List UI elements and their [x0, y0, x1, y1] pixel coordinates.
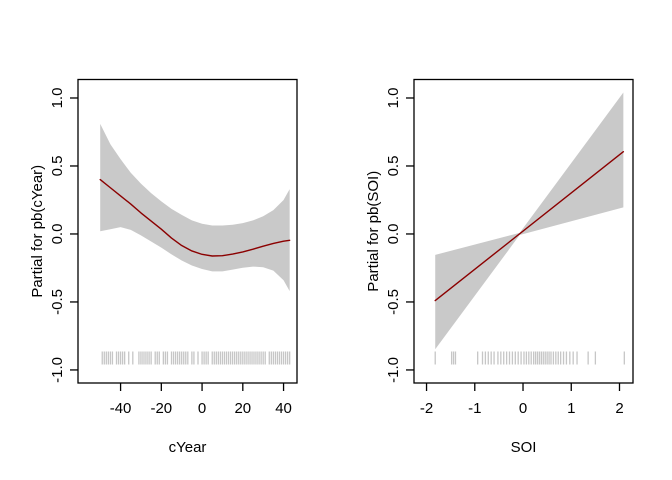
- y-tick-label: 1.0: [49, 88, 66, 109]
- y-axis-label: Partial for pb(SOI): [365, 171, 382, 292]
- x-tick-label: 1: [567, 400, 575, 417]
- y-tick-label: 0.0: [385, 224, 402, 245]
- x-tick-label: 0: [198, 400, 206, 417]
- rug-ticks: [434, 351, 625, 365]
- rug-ticks: [101, 351, 291, 365]
- y-tick-label: -1.0: [385, 357, 402, 383]
- x-axis: -2 -1 0 1 2: [420, 383, 624, 417]
- x-axis-label: SOI: [511, 439, 537, 456]
- x-tick-label: -2: [420, 400, 433, 417]
- panel-partial-soi: -2 -1 0 1 2 -1.0 -0.5 0.0 0.5 1.0 SOI Partial for p…: [365, 78, 634, 456]
- x-tick-label: 0: [519, 400, 527, 417]
- x-tick-label: -20: [150, 400, 172, 417]
- fit-line: [99, 178, 291, 257]
- y-axis: -1.0 -0.5 0.0 0.5 1.0: [49, 88, 78, 383]
- x-tick-label: -40: [110, 400, 132, 417]
- x-axis: -40 -20 0 20 40: [110, 383, 292, 417]
- x-tick-label: 20: [234, 400, 251, 417]
- y-tick-label: 1.0: [385, 88, 402, 109]
- y-tick-label: 0.5: [385, 156, 402, 177]
- y-axis-label: Partial for pb(cYear): [29, 165, 46, 298]
- y-tick-label: -0.5: [49, 289, 66, 315]
- x-tick-label: 40: [275, 400, 292, 417]
- confidence-band: [435, 92, 624, 350]
- x-axis-label: cYear: [169, 439, 207, 456]
- y-axis: -1.0 -0.5 0.0 0.5 1.0: [385, 88, 414, 383]
- confidence-band: [100, 123, 290, 292]
- plot-box: [77, 78, 298, 384]
- panel-partial-cyear: -40 -20 0 20 40 -1.0 -0.5 0.0 0.5 1.0 cYear Partial…: [29, 78, 298, 456]
- y-tick-label: 0.0: [49, 224, 66, 245]
- y-tick-label: 0.5: [49, 156, 66, 177]
- y-tick-label: -0.5: [385, 289, 402, 315]
- y-tick-label: -1.0: [49, 357, 66, 383]
- fit-line: [434, 151, 625, 302]
- x-tick-label: 2: [615, 400, 623, 417]
- x-tick-label: -1: [468, 400, 481, 417]
